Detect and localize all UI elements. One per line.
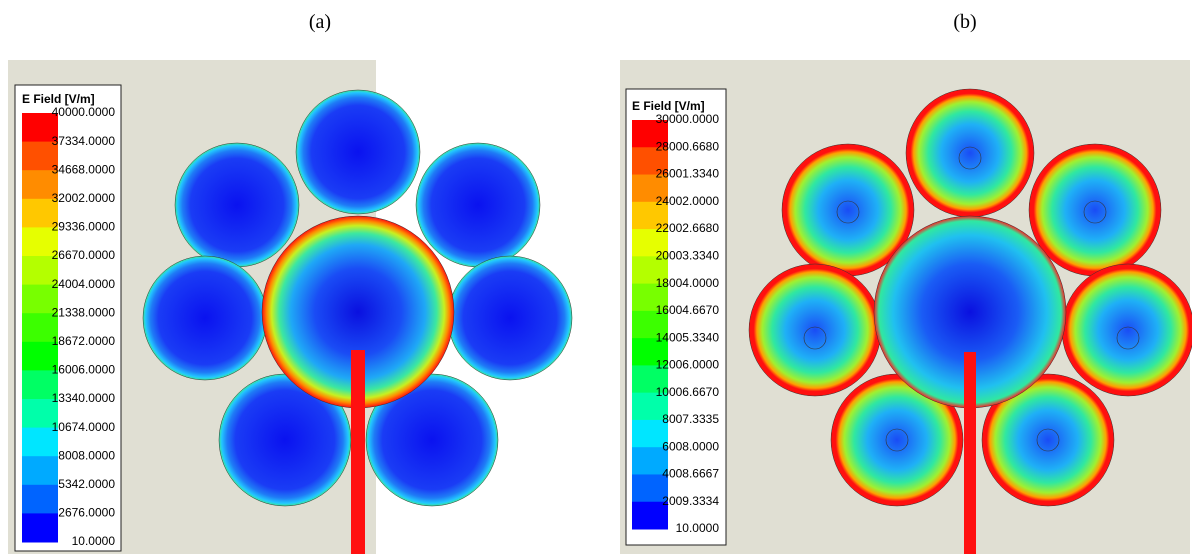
legend-swatch bbox=[22, 256, 58, 286]
legend-level: 4008.6667 bbox=[662, 467, 719, 481]
feed-line bbox=[964, 352, 976, 554]
legend-swatch bbox=[632, 338, 668, 366]
feed-line bbox=[351, 350, 365, 554]
probe bbox=[885, 428, 909, 452]
legend-swatch bbox=[632, 392, 668, 421]
legend-level: 28000.6680 bbox=[656, 139, 720, 153]
legend-swatch bbox=[632, 283, 668, 312]
legend-swatch bbox=[22, 484, 58, 514]
legend-level: 16004.6670 bbox=[656, 303, 720, 317]
legend-swatch bbox=[22, 141, 58, 171]
probe bbox=[803, 326, 827, 350]
legend-swatch bbox=[632, 201, 668, 230]
legend-swatch bbox=[632, 419, 668, 448]
legend-level: 8007.3335 bbox=[662, 412, 719, 426]
probe bbox=[1116, 326, 1140, 350]
conductor bbox=[142, 255, 268, 381]
legend-level: 8008.0000 bbox=[58, 448, 115, 462]
legend-title: E Field [V/m] bbox=[22, 92, 95, 106]
probe bbox=[1036, 428, 1060, 452]
legend-level: 12006.0000 bbox=[656, 358, 720, 372]
legend-swatch bbox=[22, 313, 58, 343]
legend-swatch bbox=[22, 341, 58, 371]
legend-level: 18004.0000 bbox=[656, 276, 720, 290]
legend-level: 16006.0000 bbox=[52, 363, 116, 377]
legend-level: 13340.0000 bbox=[52, 391, 116, 405]
legend-level: 10006.6670 bbox=[656, 385, 720, 399]
legend-level: 20003.3340 bbox=[656, 249, 720, 263]
legend-level: 30000.0000 bbox=[656, 112, 720, 126]
legend-swatch bbox=[22, 170, 58, 200]
probe bbox=[1083, 200, 1107, 224]
conductor bbox=[174, 142, 300, 268]
legend-level: 5342.0000 bbox=[58, 477, 115, 491]
conductor bbox=[295, 89, 421, 215]
legend-swatch bbox=[632, 474, 668, 503]
legend-level: 10.0000 bbox=[72, 534, 116, 548]
legend-level: 10.0000 bbox=[676, 521, 720, 535]
legend-level: 26001.3340 bbox=[656, 167, 720, 181]
legend-swatch bbox=[632, 174, 668, 203]
legend-swatch bbox=[632, 501, 668, 530]
legend-level: 29336.0000 bbox=[52, 220, 116, 234]
legend-swatch bbox=[22, 370, 58, 400]
conductor bbox=[905, 88, 1035, 218]
probe bbox=[958, 146, 982, 170]
legends: 40000.0000 37334.0000 34668.0000 32002.0000… bbox=[22, 105, 719, 548]
legend-level: 2009.3334 bbox=[662, 494, 719, 508]
legend-level: 26670.0000 bbox=[52, 248, 116, 262]
legend-swatch bbox=[22, 227, 58, 257]
legend-swatch bbox=[632, 229, 668, 257]
legend-level: 24004.0000 bbox=[52, 277, 116, 291]
legend-swatch bbox=[22, 456, 58, 486]
legend-swatch bbox=[632, 447, 668, 475]
conductor bbox=[365, 373, 499, 507]
legend-level: 2676.0000 bbox=[58, 506, 115, 520]
conductor bbox=[748, 263, 882, 397]
legend-level: 24002.0000 bbox=[656, 194, 720, 208]
conductor bbox=[415, 142, 541, 268]
legend-level: 18672.0000 bbox=[52, 334, 116, 348]
legend-swatch bbox=[22, 427, 58, 457]
conductor bbox=[1028, 143, 1162, 277]
legend-swatch bbox=[22, 198, 58, 228]
legend-swatch bbox=[632, 310, 668, 339]
conductor bbox=[447, 255, 573, 381]
legend-level: 10674.0000 bbox=[52, 420, 116, 434]
legend-swatch bbox=[22, 113, 58, 143]
legend-level: 34668.0000 bbox=[52, 162, 116, 176]
legend-swatch bbox=[22, 284, 58, 314]
legend-swatch bbox=[632, 365, 668, 394]
conductor bbox=[981, 373, 1115, 507]
legend-level: 32002.0000 bbox=[52, 191, 116, 205]
panel-label: (a) bbox=[309, 11, 331, 33]
legend-level: 37334.0000 bbox=[52, 134, 116, 148]
legend-swatch bbox=[632, 147, 668, 176]
legend-swatch bbox=[22, 399, 58, 429]
legend-level: 6008.0000 bbox=[662, 439, 719, 453]
legend-level: 14005.3340 bbox=[656, 330, 720, 344]
conductor bbox=[1061, 263, 1192, 397]
legend-swatch bbox=[632, 120, 668, 148]
legend-swatch bbox=[22, 513, 58, 543]
legend-title: E Field [V/m] bbox=[632, 99, 705, 113]
panel-label: (b) bbox=[953, 11, 976, 33]
legend-level: 40000.0000 bbox=[52, 105, 116, 119]
legend-swatch bbox=[632, 256, 668, 285]
legend-level: 22002.6680 bbox=[656, 221, 720, 235]
field-plot bbox=[142, 88, 1192, 554]
legend-level: 21338.0000 bbox=[52, 305, 116, 319]
probe bbox=[836, 200, 860, 224]
